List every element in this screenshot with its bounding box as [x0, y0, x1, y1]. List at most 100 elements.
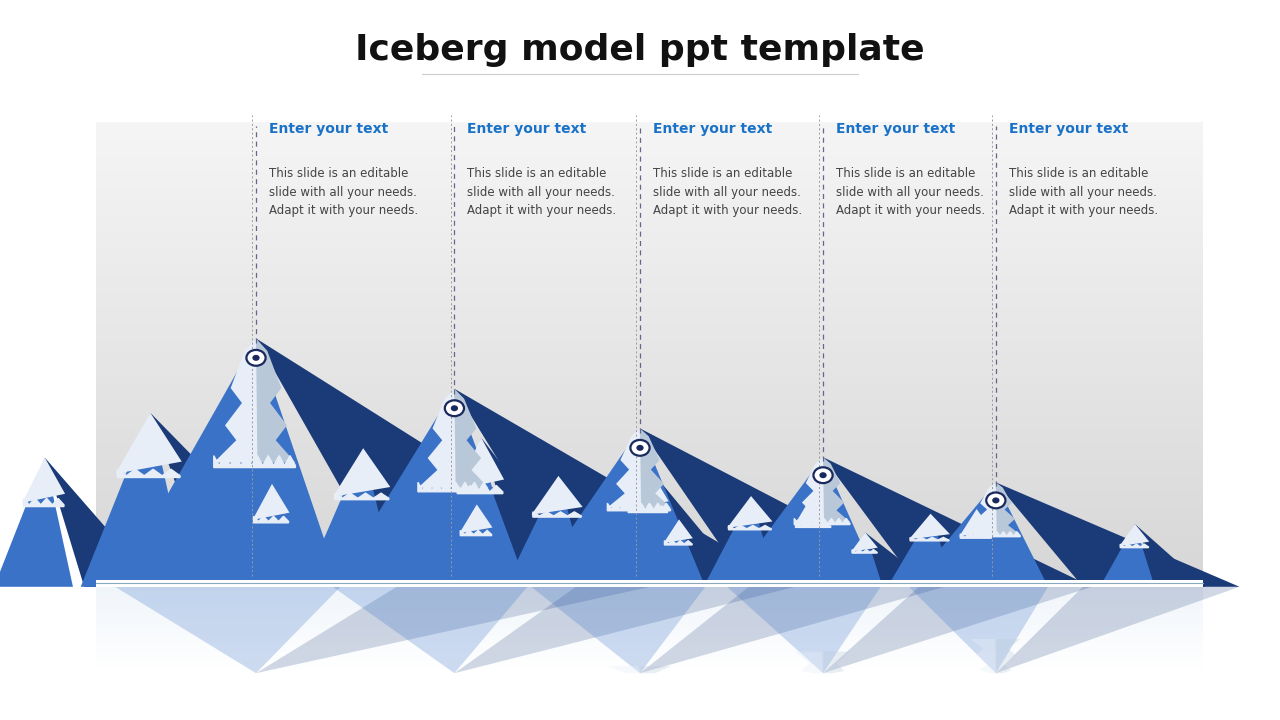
- Polygon shape: [0, 458, 73, 587]
- Polygon shape: [977, 509, 1055, 587]
- Polygon shape: [822, 652, 850, 673]
- Text: This slide is an editable
slide with all your needs.
Adapt it with your needs.: This slide is an editable slide with all…: [467, 167, 617, 217]
- Text: Enter your text: Enter your text: [467, 122, 586, 136]
- Polygon shape: [228, 484, 297, 587]
- Polygon shape: [456, 438, 504, 490]
- Polygon shape: [1135, 524, 1206, 587]
- Text: Iceberg model ppt template: Iceberg model ppt template: [355, 33, 925, 68]
- Polygon shape: [823, 457, 1092, 587]
- Ellipse shape: [636, 445, 644, 451]
- Polygon shape: [909, 514, 950, 539]
- Polygon shape: [1120, 524, 1149, 546]
- Polygon shape: [457, 485, 503, 494]
- Polygon shape: [794, 457, 824, 522]
- Polygon shape: [504, 476, 589, 587]
- Polygon shape: [255, 338, 296, 462]
- Ellipse shape: [819, 472, 827, 478]
- Polygon shape: [996, 587, 1239, 673]
- Polygon shape: [333, 448, 390, 497]
- Ellipse shape: [992, 498, 1000, 503]
- Polygon shape: [640, 587, 945, 673]
- Polygon shape: [256, 587, 650, 673]
- Polygon shape: [600, 468, 676, 587]
- Polygon shape: [608, 503, 671, 510]
- Polygon shape: [303, 448, 397, 587]
- Polygon shape: [970, 531, 1020, 536]
- Polygon shape: [627, 468, 668, 510]
- Polygon shape: [115, 338, 340, 587]
- Polygon shape: [118, 469, 180, 477]
- Polygon shape: [751, 496, 868, 587]
- Polygon shape: [910, 537, 948, 541]
- Polygon shape: [531, 428, 705, 587]
- Polygon shape: [115, 587, 340, 673]
- Polygon shape: [639, 666, 671, 673]
- Polygon shape: [334, 493, 389, 500]
- Polygon shape: [823, 587, 1092, 673]
- Polygon shape: [938, 509, 998, 587]
- Text: This slide is an editable
slide with all your needs.
Adapt it with your needs.: This slide is an editable slide with all…: [653, 167, 803, 217]
- Polygon shape: [970, 639, 997, 673]
- Polygon shape: [887, 514, 955, 587]
- Ellipse shape: [246, 350, 266, 366]
- Text: This slide is an editable
slide with all your needs.
Adapt it with your needs.: This slide is an editable slide with all…: [836, 167, 986, 217]
- Polygon shape: [81, 413, 189, 587]
- Polygon shape: [1120, 544, 1148, 548]
- Polygon shape: [532, 512, 581, 517]
- Polygon shape: [214, 338, 257, 462]
- Polygon shape: [794, 652, 824, 673]
- Polygon shape: [996, 482, 1239, 587]
- Ellipse shape: [630, 440, 650, 456]
- Polygon shape: [454, 587, 795, 673]
- Ellipse shape: [814, 467, 833, 483]
- Polygon shape: [608, 666, 641, 673]
- Polygon shape: [481, 438, 595, 587]
- Polygon shape: [364, 448, 511, 587]
- Text: Enter your text: Enter your text: [653, 122, 772, 136]
- Polygon shape: [663, 519, 692, 543]
- Polygon shape: [115, 413, 182, 474]
- Polygon shape: [460, 505, 493, 534]
- Polygon shape: [835, 533, 883, 587]
- Polygon shape: [795, 492, 832, 525]
- Polygon shape: [865, 533, 934, 587]
- Polygon shape: [628, 506, 668, 513]
- Polygon shape: [252, 484, 289, 520]
- Polygon shape: [531, 476, 582, 515]
- Polygon shape: [822, 457, 850, 522]
- Polygon shape: [271, 484, 369, 587]
- Ellipse shape: [445, 400, 465, 416]
- Polygon shape: [477, 505, 564, 587]
- Polygon shape: [960, 534, 991, 539]
- Polygon shape: [333, 389, 527, 587]
- Text: Enter your text: Enter your text: [269, 122, 388, 136]
- Text: This slide is an editable
slide with all your needs.
Adapt it with your needs.: This slide is an editable slide with all…: [269, 167, 419, 217]
- Polygon shape: [728, 526, 772, 530]
- Polygon shape: [727, 496, 772, 528]
- Polygon shape: [417, 389, 456, 488]
- Polygon shape: [795, 522, 831, 527]
- Polygon shape: [852, 549, 877, 553]
- Polygon shape: [909, 482, 1048, 587]
- Polygon shape: [649, 468, 748, 587]
- Polygon shape: [664, 541, 692, 545]
- Polygon shape: [461, 531, 492, 536]
- Ellipse shape: [987, 492, 1006, 508]
- Ellipse shape: [451, 405, 458, 411]
- Polygon shape: [771, 492, 838, 587]
- Polygon shape: [644, 519, 699, 587]
- Polygon shape: [558, 476, 690, 587]
- Polygon shape: [995, 482, 1020, 534]
- Polygon shape: [931, 514, 1036, 587]
- Polygon shape: [851, 533, 878, 552]
- Polygon shape: [438, 505, 499, 587]
- Polygon shape: [678, 519, 755, 587]
- Polygon shape: [453, 389, 489, 488]
- Polygon shape: [253, 516, 288, 523]
- Polygon shape: [531, 587, 705, 673]
- Polygon shape: [727, 587, 881, 673]
- Polygon shape: [794, 518, 850, 525]
- Polygon shape: [608, 428, 641, 508]
- Polygon shape: [333, 587, 527, 673]
- Polygon shape: [704, 496, 777, 587]
